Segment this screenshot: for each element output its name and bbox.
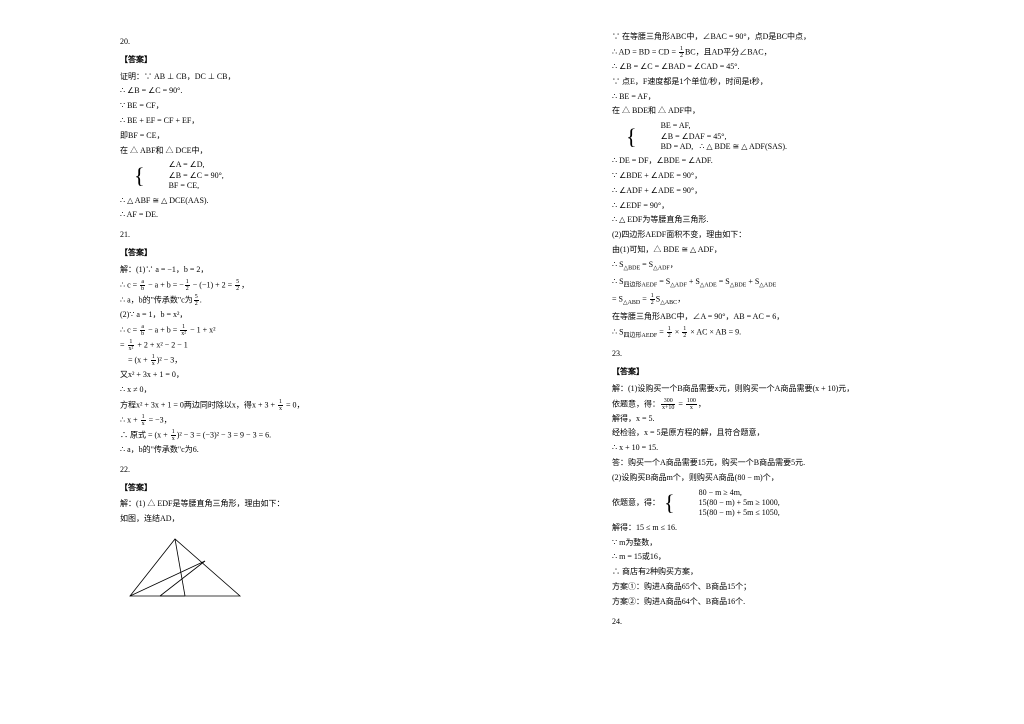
text-line: = S△ABD = 12S△ABC， [612, 293, 924, 309]
text-line: ∴ x ≠ 0， [120, 384, 432, 397]
text-line: (2)设购买B商品m个，则购买A商品(80 − m)个， [612, 472, 924, 485]
text-line: (2)四边形AEDF面积不变，理由如下： [612, 229, 924, 242]
answer-label: 【答案】 [120, 247, 432, 260]
text-line: 在等腰三角形ABC中，∠A = 90°，AB = AC = 6， [612, 311, 924, 324]
text-line: ∴ ∠EDF = 90°， [612, 200, 924, 213]
text-line: 在 △ ABF和 △ DCE中， [120, 145, 432, 158]
text-line: ∴ m = 15或16， [612, 551, 924, 564]
text-line: 解：(1)∵ a = −1，b = 2， [120, 264, 432, 277]
text-line: 答：购买一个A商品需要15元，购买一个B商品需要5元. [612, 457, 924, 470]
text-line: ∴ S四边形AEDF = 12 × 12 × AC × AB = 9. [612, 326, 924, 342]
text-line: ∴ ∠ADF + ∠ADE = 90°， [612, 185, 924, 198]
text-line: ∴ BE = AF， [612, 91, 924, 104]
text-line: 解得：15 ≤ m ≤ 16. [612, 522, 924, 535]
text-line: = 1x² + 2 + x² − 2 − 1 [120, 339, 432, 352]
right-column: ∵ 在等腰三角形ABC中，∠BAC = 90°，点D是BC中点， ∴ AD = … [612, 30, 924, 630]
text-line: 方案①：购进A商品65个、B商品15个； [612, 581, 924, 594]
answer-label: 【答案】 [120, 482, 432, 495]
text-line: 在 △ BDE和 △ ADF中， [612, 105, 924, 118]
text-line: ∵ 点E，F速度都是1个单位/秒，时间是t秒， [612, 76, 924, 89]
text-line: 依题意，得：300x+10 = 100x， [612, 398, 924, 411]
text-line: ∴ c = ab − a + b = 1x² − 1 + x² [120, 324, 432, 337]
q21-num: 21. [120, 229, 432, 242]
q23-num: 23. [612, 348, 924, 361]
text-line: 方案②：购进A商品64个、B商品16个. [612, 596, 924, 609]
text-line: ∴ S四边形AEDF = S△ADF + S△ADE = S△BDE + S△A… [612, 276, 924, 291]
text-line: ∴ a，b的"传承数"c为6. [120, 444, 432, 457]
text-line: ∴ 商店有2种购买方案， [612, 566, 924, 579]
text-line: ∴ 原式 = (x + 1x)² − 3 = (−3)² − 3 = 9 − 3… [120, 429, 432, 442]
text-line: ∴ x + 10 = 15. [612, 442, 924, 455]
text-line: ∴ AF = DE. [120, 209, 432, 222]
brace-group: { ∠A = ∠D, ∠B = ∠C = 90°, BF = CE, [134, 158, 432, 193]
text-line: 又x² + 3x + 1 = 0， [120, 369, 432, 382]
text-line: ∴ DE = DF，∠BDE = ∠ADF. [612, 155, 924, 168]
text-line: 即BF = CE， [120, 130, 432, 143]
text-line: ∵ m为整数， [612, 537, 924, 550]
text-line: ∴ ∠B = ∠C = ∠BAD = ∠CAD = 45°. [612, 61, 924, 74]
left-column: 20. 【答案】 证明：∵ AB ⊥ CB，DC ⊥ CB， ∴ ∠B = ∠C… [120, 30, 432, 630]
text-line: 解：(1)设购买一个B商品需要x元，则购买一个A商品需要(x + 10)元， [612, 383, 924, 396]
text-line: ∵ BE = CF， [120, 100, 432, 113]
q22-num: 22. [120, 464, 432, 477]
text-line: 解得，x = 5. [612, 413, 924, 426]
text-line: 方程x² + 3x + 1 = 0两边同时除以x，得x + 3 + 1x = 0… [120, 399, 432, 412]
text-line: ∴ AD = BD = CD = 12BC，且AD平分∠BAC， [612, 46, 924, 59]
answer-label: 【答案】 [612, 366, 924, 379]
text-line: 证明：∵ AB ⊥ CB，DC ⊥ CB， [120, 71, 432, 84]
text-line: ∵ ∠BDE + ∠ADE = 90°， [612, 170, 924, 183]
brace-group: 依题意，得： { 80 − m ≥ 4m, 15(80 − m) + 5m ≥ … [612, 486, 924, 521]
text-line: 由(1)可知，△ BDE ≅ △ ADF， [612, 244, 924, 257]
text-line: ∴ S△BDE = S△ADF， [612, 259, 924, 274]
text-line: = (x + 1x)² − 3， [120, 354, 432, 367]
text-line: ∴ BE + EF = CF + EF， [120, 115, 432, 128]
text-line: 解：(1) △ EDF是等腰直角三角形，理由如下： [120, 498, 432, 511]
q24-num: 24. [612, 616, 924, 629]
triangle-diagram [120, 531, 250, 606]
text-line: ∴ ∠B = ∠C = 90°. [120, 85, 432, 98]
text-line: (2)∵ a = 1，b = x²， [120, 309, 432, 322]
text-line: 如图，连结AD， [120, 513, 432, 526]
text-line: ∴ c = ab − a + b = −12 − (−1) + 2 = 52， [120, 279, 432, 292]
text-line: 经检验，x = 5是原方程的解，且符合题意， [612, 427, 924, 440]
answer-label: 【答案】 [120, 54, 432, 67]
text-line: ∴ a，b的"传承数"c为52. [120, 294, 432, 307]
brace-group: { BE = AF, ∠B = ∠DAF = 45°, BD = AD, ∴ △… [626, 119, 924, 154]
text-line: ∴ x + 1x = −3， [120, 414, 432, 427]
q20-num: 20. [120, 36, 432, 49]
text-line: ∴ △ EDF为等腰直角三角形. [612, 214, 924, 227]
text-line: ∵ 在等腰三角形ABC中，∠BAC = 90°，点D是BC中点， [612, 31, 924, 44]
text-line: ∴ △ ABF ≅ △ DCE(AAS). [120, 195, 432, 208]
